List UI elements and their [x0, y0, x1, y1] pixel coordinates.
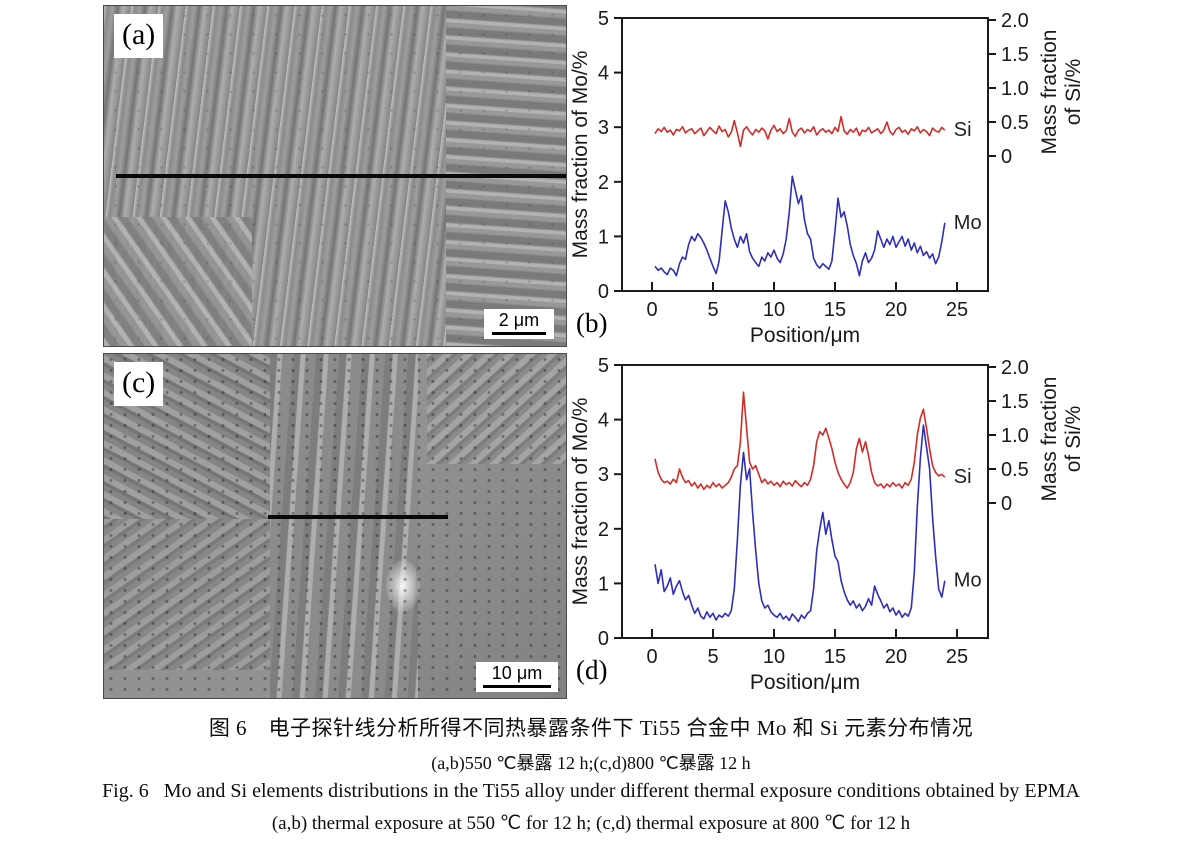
lamellae-texture [270, 354, 419, 698]
right-tick-label: 0.5 [1001, 459, 1029, 481]
epma-scan-line [268, 515, 448, 519]
left-tick-label: 5 [598, 8, 609, 30]
right-axis-title: Mass fraction [1038, 30, 1061, 155]
right-tick-label: 1.0 [1001, 425, 1029, 447]
right-tick-label: 1.0 [1001, 78, 1029, 100]
scale-bar-line [483, 685, 551, 688]
plot-frame [621, 364, 989, 639]
left-tick-label: 1 [598, 573, 609, 595]
right-tick-label: 2.0 [1001, 357, 1029, 379]
right-axis-title: of Si/% [1062, 59, 1085, 126]
bright-particle [385, 560, 420, 613]
caption-english-conditions: (a,b) thermal exposure at 550 ℃ for 12 h… [271, 813, 911, 834]
left-tick-label: 2 [598, 172, 609, 194]
x-tick-label: 20 [885, 646, 907, 668]
x-tick-label: 0 [646, 299, 657, 321]
series-mo [654, 175, 946, 277]
caption-english-title: Fig. 6 Mo and Si elements distributions … [102, 780, 1080, 802]
panel-label-a: (a) [114, 14, 164, 58]
x-tick-label: 25 [946, 646, 968, 668]
grain-texture [418, 464, 566, 698]
lamellae-texture [104, 519, 271, 671]
x-tick-label: 10 [763, 299, 785, 321]
left-tick-label: 4 [598, 63, 609, 85]
series-label-mo: Mo [954, 570, 982, 592]
series-si [654, 115, 946, 148]
left-tick-label: 3 [598, 117, 609, 139]
x-tick-label: 5 [707, 646, 718, 668]
left-tick-label: 0 [598, 628, 609, 650]
sem-micrograph-c: (c) 10 μm [103, 353, 567, 699]
x-tick-label: 5 [707, 299, 718, 321]
x-axis-title: Position/μm [750, 671, 860, 694]
panel-label-b: (b) [576, 308, 608, 338]
left-tick-label: 0 [598, 281, 609, 303]
x-tick-label: 25 [946, 299, 968, 321]
right-axis-title: Mass fraction [1038, 377, 1061, 502]
line-chart-b: 0 5 10 15 20 25 0 1 2 3 4 5 0 0.5 1.0 1.5 2.0 Position/μm… [570, 8, 1182, 355]
right-tick-label: 0.5 [1001, 112, 1029, 134]
left-tick-label: 1 [598, 226, 609, 248]
left-axis-title: Mass fraction of Mo/% [570, 51, 592, 259]
series-label-si: Si [954, 466, 972, 488]
series-label-mo: Mo [954, 212, 982, 234]
series-label-si: Si [954, 119, 972, 141]
left-tick-label: 3 [598, 464, 609, 486]
x-tick-label: 0 [646, 646, 657, 668]
x-tick-label: 20 [885, 299, 907, 321]
x-tick-label: 10 [763, 646, 785, 668]
lamellae-texture [104, 216, 252, 346]
caption-chinese-conditions: (a,b)550 ℃暴露 12 h;(c,d)800 ℃暴露 12 h [431, 753, 751, 773]
lamellae-texture [427, 354, 566, 465]
right-axis-title: of Si/% [1062, 406, 1085, 473]
left-tick-label: 2 [598, 519, 609, 541]
scale-bar: 2 μm [484, 309, 554, 339]
left-axis-title: Mass fraction of Mo/% [570, 398, 592, 606]
right-tick-label: 2.0 [1001, 10, 1029, 32]
x-tick-label: 15 [824, 646, 846, 668]
series-mo [654, 424, 946, 623]
scale-bar-text: 2 μm [498, 310, 540, 331]
left-tick-label: 5 [598, 355, 609, 377]
right-tick-label: 0 [1001, 493, 1012, 515]
panel-label-d: (d) [576, 655, 608, 685]
caption-chinese-title: 图 6 电子探针线分析所得不同热暴露条件下 Ti55 合金中 Mo 和 Si 元… [208, 716, 974, 740]
right-tick-label: 0 [1001, 146, 1012, 168]
line-chart-d: 0 5 10 15 20 25 0 1 2 3 4 5 0 0.5 1.0 1.5 2.0 Position/μm… [570, 355, 1182, 702]
epma-scan-line [116, 174, 566, 178]
scale-bar: 10 μm [476, 662, 558, 692]
sem-micrograph-a: (a) 2 μm [103, 5, 567, 347]
line-chart-d-svg: 0 5 10 15 20 25 0 1 2 3 4 5 0 0.5 1.0 1.5 2.0 Position/μm… [570, 355, 1085, 694]
scale-bar-line [492, 332, 546, 335]
x-axis-title: Position/μm [750, 324, 860, 347]
line-chart-b-svg: 0 5 10 15 20 25 0 1 2 3 4 5 0 0.5 1.0 1.5 2.0 Position/μm… [570, 8, 1085, 347]
right-tick-label: 1.5 [1001, 391, 1029, 413]
plot-frame [621, 17, 989, 292]
left-tick-label: 4 [598, 410, 609, 432]
right-tick-label: 1.5 [1001, 44, 1029, 66]
panel-label-c: (c) [114, 362, 164, 406]
speckle-texture [104, 354, 566, 698]
x-tick-label: 15 [824, 299, 846, 321]
scale-bar-text: 10 μm [491, 663, 543, 684]
series-si [654, 391, 946, 491]
